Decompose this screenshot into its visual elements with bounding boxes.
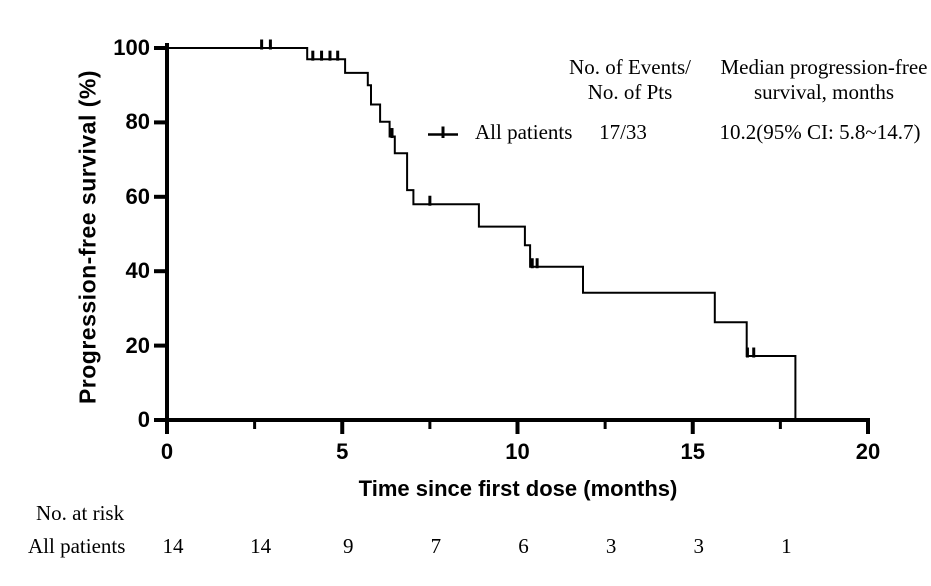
y-tick-label-40: 40 <box>125 258 150 284</box>
risk-count-t0: 14 <box>162 534 184 558</box>
y-tick-label-100: 100 <box>113 35 150 60</box>
x-tick-label-15: 15 <box>680 439 705 464</box>
risk-table-row-label: All patients <box>28 534 126 558</box>
x-tick-label-5: 5 <box>336 439 349 464</box>
x-tick-label-10: 10 <box>505 439 530 464</box>
risk-count-t10: 6 <box>518 534 529 558</box>
x-tick-label-20: 20 <box>855 439 881 464</box>
risk-table-title: No. at risk <box>36 501 125 525</box>
risk-count-t15: 3 <box>693 534 705 558</box>
x-axis-title: Time since first dose (months) <box>358 476 678 501</box>
y-tick-label-20: 20 <box>125 332 150 358</box>
events-column-header-line2: No. of Pts <box>587 80 673 104</box>
risk-count-t7.5: 7 <box>430 534 442 558</box>
events-column-header-line1: No. of Events/ <box>569 55 691 79</box>
y-tick-label-60: 60 <box>125 183 150 209</box>
legend-median-value: 10.2(95% CI: 5.8~14.7) <box>719 120 921 144</box>
median-column-header-line1: Median progression-free <box>720 55 928 79</box>
risk-count-t5: 9 <box>343 534 354 558</box>
y-tick-label-0: 0 <box>137 407 150 432</box>
y-tick-label-80: 80 <box>125 109 150 135</box>
risk-count-t17.5: 1 <box>781 534 792 558</box>
risk-count-t2.5: 14 <box>250 534 272 558</box>
median-column-header-line2: survival, months <box>754 80 894 104</box>
x-tick-label-0: 0 <box>160 439 174 464</box>
legend-events-value: 17/33 <box>599 120 647 144</box>
survival-curve <box>167 47 797 420</box>
risk-count-t12.5: 3 <box>605 534 617 558</box>
legend-series-label: All patients <box>475 120 573 144</box>
